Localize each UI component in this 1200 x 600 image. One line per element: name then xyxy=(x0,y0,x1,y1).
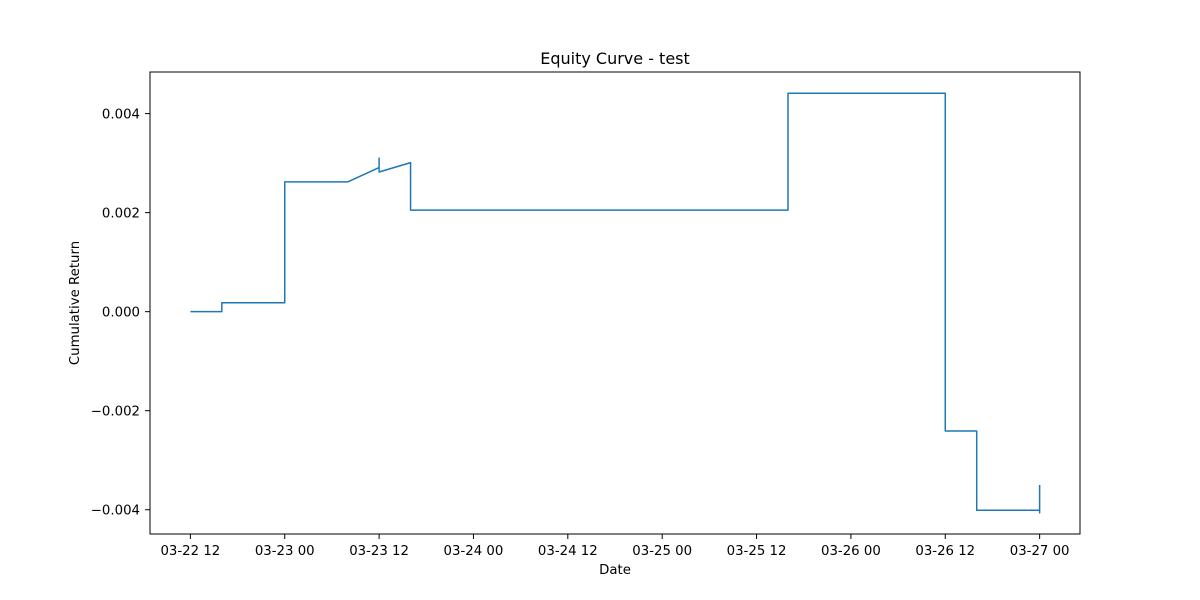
x-tick-label: 03-26 12 xyxy=(915,544,975,559)
x-tick-label: 03-24 12 xyxy=(538,544,598,559)
x-tick-label: 03-26 00 xyxy=(821,544,881,559)
x-axis: 03-22 12 03-23 00 03-23 12 03-24 00 03-24 12… xyxy=(160,534,1070,559)
y-tick-label: 0.004 xyxy=(102,108,140,123)
x-tick-label: 03-23 12 xyxy=(349,544,409,559)
x-tick-label: 03-25 00 xyxy=(632,544,692,559)
y-axis: 0.004 0.002 0.000 −0.002 −0.004 xyxy=(91,108,150,519)
y-axis-label: Cumulative Return xyxy=(68,241,83,365)
series-line-0 xyxy=(190,92,1041,514)
x-axis-label: Date xyxy=(599,563,631,578)
x-tick-label: 03-24 00 xyxy=(444,544,504,559)
x-tick-label: 03-25 12 xyxy=(727,544,787,559)
y-tick-label: 0.002 xyxy=(102,207,140,222)
x-tick-label: 03-22 12 xyxy=(160,544,220,559)
y-tick-label: −0.004 xyxy=(91,504,140,519)
plot-area xyxy=(190,92,1041,514)
chart-title: Equity Curve - test xyxy=(540,49,690,68)
x-tick-label: 03-23 00 xyxy=(255,544,315,559)
plot-frame xyxy=(149,71,1081,535)
y-tick-label: 0.000 xyxy=(102,306,140,321)
x-tick-label: 03-27 00 xyxy=(1010,544,1070,559)
y-tick-label: −0.002 xyxy=(91,405,140,420)
